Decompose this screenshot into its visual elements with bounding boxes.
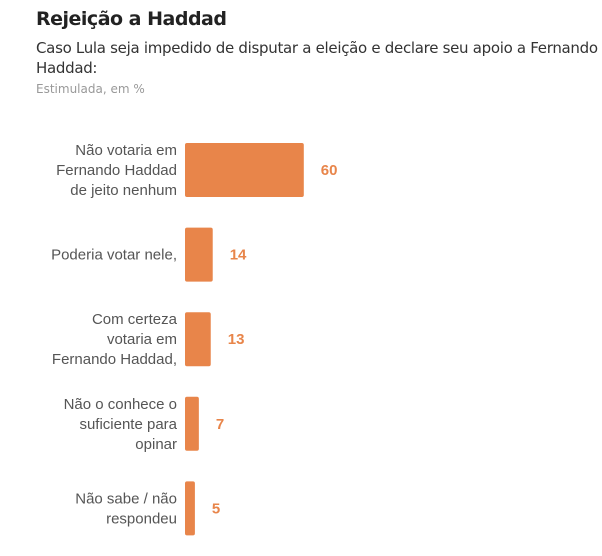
category-label: de jeito nenhum	[70, 182, 177, 199]
category-label: respondeu	[106, 510, 177, 527]
chart-subtitle: Caso Lula seja impedido de disputar a el…	[36, 39, 598, 77]
data-label: 7	[216, 416, 224, 433]
data-label: 5	[212, 500, 220, 517]
chart-title: Rejeição a Haddad	[36, 8, 227, 30]
category-label: Não votaria em	[75, 142, 177, 159]
category-label: Fernando Haddad,	[52, 351, 177, 368]
data-label: 13	[228, 331, 245, 348]
category-label: Com certeza	[92, 311, 178, 328]
category-label: Poderia votar nele,	[51, 247, 177, 264]
chart-note: Estimulada, em %	[36, 82, 145, 96]
bar	[185, 143, 304, 197]
category-label: opinar	[135, 436, 177, 453]
data-label: 14	[230, 247, 247, 264]
category-label: votaria em	[107, 331, 177, 348]
category-label: Não sabe / não	[75, 490, 177, 507]
bar	[185, 396, 199, 451]
category-label: Não o conhece o	[64, 396, 177, 413]
category-label: suficiente para	[79, 416, 177, 433]
bar	[185, 481, 195, 536]
bar	[185, 227, 213, 282]
category-label: Fernando Haddad	[56, 162, 177, 179]
bar	[185, 312, 211, 367]
data-label: 60	[321, 162, 338, 179]
